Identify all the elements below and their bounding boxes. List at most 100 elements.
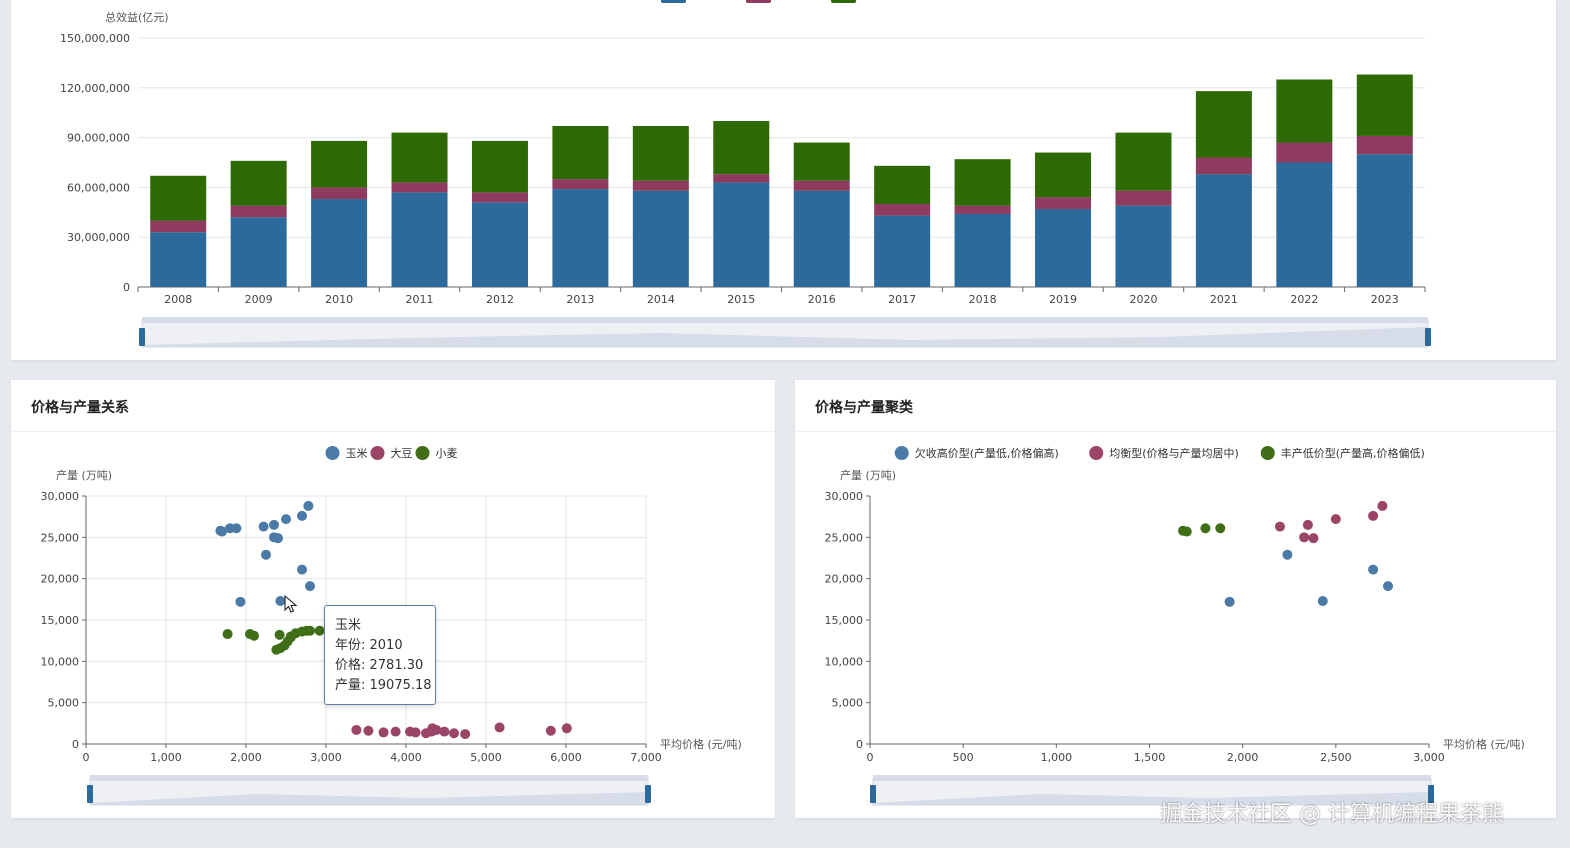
bar-segment[interactable] bbox=[552, 125, 609, 180]
data-point[interactable] bbox=[545, 725, 556, 736]
bar-segment[interactable] bbox=[874, 204, 931, 216]
legend-marker[interactable] bbox=[415, 446, 430, 460]
bar-segment[interactable] bbox=[1035, 152, 1092, 198]
bar-segment[interactable] bbox=[230, 160, 287, 206]
data-point[interactable] bbox=[235, 596, 246, 607]
data-point[interactable] bbox=[1308, 533, 1319, 544]
zoom-handle-right[interactable] bbox=[645, 785, 651, 803]
data-point[interactable] bbox=[410, 727, 421, 738]
data-point[interactable] bbox=[222, 629, 233, 640]
data-point[interactable] bbox=[305, 625, 315, 636]
data-point[interactable] bbox=[1181, 526, 1192, 537]
zoom-handle-right[interactable] bbox=[1425, 328, 1431, 346]
data-point[interactable] bbox=[217, 526, 227, 537]
data-point[interactable] bbox=[1330, 514, 1341, 525]
bar-segment[interactable] bbox=[954, 213, 1011, 287]
bar-segment[interactable] bbox=[1276, 162, 1333, 288]
data-point[interactable] bbox=[363, 725, 374, 736]
bar-segment[interactable] bbox=[150, 232, 207, 287]
legend-marker[interactable] bbox=[1089, 446, 1104, 460]
data-point[interactable] bbox=[1215, 523, 1226, 534]
bar-segment[interactable] bbox=[311, 199, 368, 287]
zoom-handle-left[interactable] bbox=[870, 785, 876, 803]
bar-segment[interactable] bbox=[150, 220, 207, 233]
data-point[interactable] bbox=[378, 727, 389, 738]
bar-segment[interactable] bbox=[1195, 174, 1252, 287]
legend-swatch[interactable] bbox=[661, 0, 686, 3]
data-point[interactable] bbox=[439, 726, 450, 737]
bar-segment[interactable] bbox=[391, 132, 448, 183]
data-point[interactable] bbox=[1317, 595, 1328, 606]
bar-segment[interactable] bbox=[1276, 79, 1333, 143]
data-point[interactable] bbox=[1368, 564, 1379, 575]
data-point[interactable] bbox=[1282, 549, 1293, 560]
data-point[interactable] bbox=[351, 724, 362, 735]
data-point[interactable] bbox=[273, 533, 283, 544]
bar-segment[interactable] bbox=[230, 217, 287, 287]
data-point[interactable] bbox=[297, 564, 307, 575]
legend-marker[interactable] bbox=[325, 446, 340, 460]
bar-segment[interactable] bbox=[471, 202, 528, 287]
data-point[interactable] bbox=[460, 729, 471, 740]
bar-segment[interactable] bbox=[150, 175, 207, 221]
data-point[interactable] bbox=[449, 728, 459, 739]
legend-marker[interactable] bbox=[1260, 446, 1275, 460]
data-point[interactable] bbox=[494, 722, 505, 733]
bar-segment[interactable] bbox=[954, 159, 1011, 206]
bar-segment[interactable] bbox=[1356, 135, 1413, 155]
bar-segment[interactable] bbox=[632, 190, 689, 287]
legend-swatch[interactable] bbox=[831, 0, 856, 3]
bar-segment[interactable] bbox=[954, 205, 1011, 214]
bar-segment[interactable] bbox=[713, 121, 770, 175]
data-point[interactable] bbox=[249, 630, 259, 641]
bar-segment[interactable] bbox=[1356, 74, 1413, 136]
data-point[interactable] bbox=[561, 723, 572, 734]
bar-segment[interactable] bbox=[552, 189, 609, 287]
legend-marker[interactable] bbox=[894, 446, 909, 460]
data-point[interactable] bbox=[285, 631, 296, 642]
bar-segment[interactable] bbox=[632, 180, 689, 191]
data-point[interactable] bbox=[269, 519, 279, 530]
data-point[interactable] bbox=[297, 510, 307, 521]
data-point[interactable] bbox=[274, 629, 285, 640]
data-point[interactable] bbox=[1383, 581, 1394, 592]
bar-segment[interactable] bbox=[632, 125, 689, 181]
bar-segment[interactable] bbox=[713, 182, 770, 287]
bar-segment[interactable] bbox=[1035, 208, 1092, 287]
bar-segment[interactable] bbox=[713, 174, 770, 183]
data-point[interactable] bbox=[1368, 510, 1379, 521]
bar-segment[interactable] bbox=[391, 182, 448, 193]
data-point[interactable] bbox=[390, 726, 401, 737]
bar-segment[interactable] bbox=[1115, 132, 1172, 191]
bar-segment[interactable] bbox=[1195, 157, 1252, 175]
bar-segment[interactable] bbox=[874, 165, 931, 204]
data-point[interactable] bbox=[1224, 596, 1235, 607]
bar-segment[interactable] bbox=[1035, 197, 1092, 209]
bar-segment[interactable] bbox=[391, 192, 448, 287]
zoom-handle-right[interactable] bbox=[1428, 785, 1434, 803]
bar-segment[interactable] bbox=[1276, 142, 1333, 163]
bar-segment[interactable] bbox=[1115, 205, 1172, 287]
data-point[interactable] bbox=[1200, 523, 1211, 534]
bar-segment[interactable] bbox=[1356, 154, 1413, 287]
data-point[interactable] bbox=[261, 549, 271, 560]
bar-segment[interactable] bbox=[311, 140, 368, 188]
data-point[interactable] bbox=[431, 724, 442, 735]
bar-segment[interactable] bbox=[471, 192, 528, 203]
zoom-slider-bar[interactable] bbox=[873, 775, 1431, 781]
data-point[interactable] bbox=[303, 500, 314, 511]
zoom-slider-bar[interactable] bbox=[142, 317, 1428, 323]
data-point[interactable] bbox=[281, 514, 291, 525]
data-point[interactable] bbox=[1302, 519, 1313, 530]
data-point[interactable] bbox=[275, 595, 286, 606]
data-point[interactable] bbox=[258, 521, 269, 532]
legend-marker[interactable] bbox=[370, 446, 385, 460]
data-point[interactable] bbox=[1299, 532, 1310, 543]
bar-segment[interactable] bbox=[230, 205, 287, 218]
data-point[interactable] bbox=[231, 523, 242, 534]
bar-segment[interactable] bbox=[471, 140, 528, 193]
zoom-handle-left[interactable] bbox=[139, 328, 145, 346]
bar-segment[interactable] bbox=[874, 215, 931, 287]
bar-segment[interactable] bbox=[1195, 91, 1252, 158]
bar-segment[interactable] bbox=[311, 187, 368, 200]
